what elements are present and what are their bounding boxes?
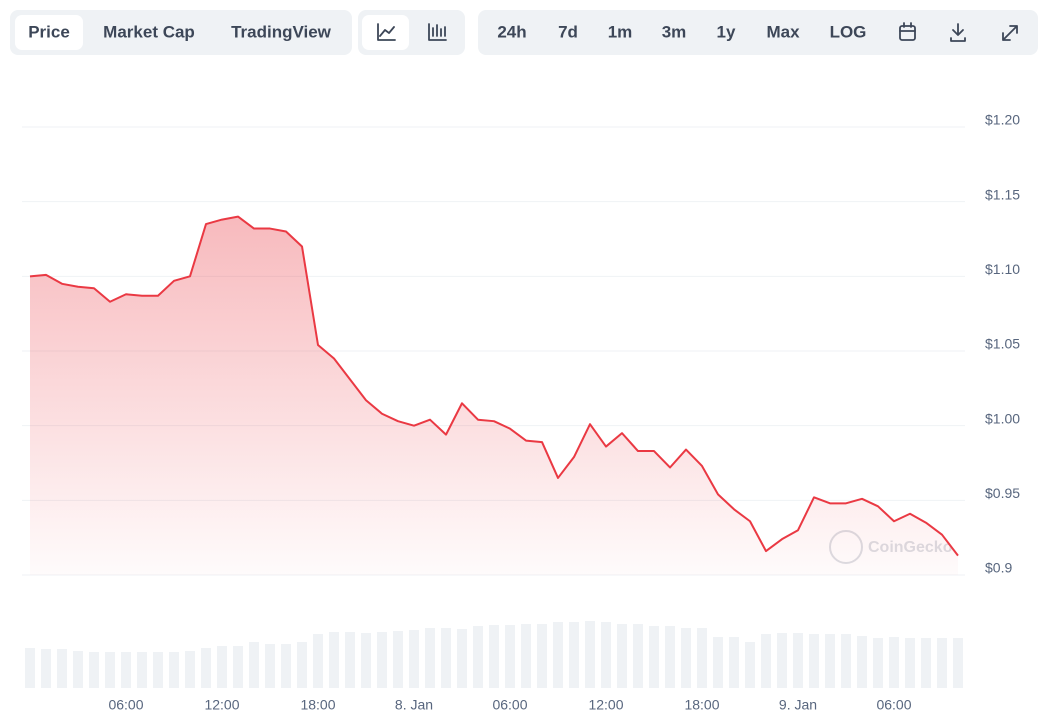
range-group bbox=[478, 10, 1038, 55]
volume-bar bbox=[953, 638, 963, 688]
volume-bar bbox=[921, 638, 931, 688]
candle-chart-icon[interactable] bbox=[428, 23, 447, 41]
volume-bar bbox=[473, 626, 483, 688]
volume-bar bbox=[281, 644, 291, 688]
volume-bar bbox=[441, 628, 451, 688]
y-tick-label: $1.20 bbox=[985, 112, 1020, 128]
price-line bbox=[29, 215, 959, 557]
volume-bar bbox=[313, 634, 323, 688]
active-tab bbox=[15, 15, 83, 50]
download-icon[interactable] bbox=[950, 23, 966, 42]
volume-bar bbox=[777, 633, 787, 688]
active-chart-type bbox=[362, 15, 409, 50]
volume-bar bbox=[361, 633, 371, 688]
volume-bar bbox=[553, 622, 563, 688]
y-tick-label: $1.15 bbox=[985, 186, 1020, 202]
line-chart-icon[interactable] bbox=[377, 23, 396, 41]
volume-bar bbox=[489, 625, 499, 688]
volume-bar bbox=[217, 646, 227, 688]
volume-bar bbox=[633, 624, 643, 688]
volume-bar bbox=[713, 637, 723, 688]
x-tick-label: 18:00 bbox=[684, 697, 719, 713]
y-tick-label: $1.10 bbox=[985, 261, 1020, 277]
tab[interactable]: TradingView bbox=[231, 22, 332, 41]
price-area bbox=[30, 216, 958, 575]
x-tick-label: 06:00 bbox=[492, 697, 527, 713]
volume-bar bbox=[329, 632, 339, 688]
volume-bar bbox=[73, 651, 83, 688]
volume-bar bbox=[681, 628, 691, 688]
range-button[interactable]: Max bbox=[766, 22, 800, 41]
volume-bar bbox=[57, 649, 67, 688]
volume-bar bbox=[233, 646, 243, 688]
x-tick-label: 12:00 bbox=[588, 697, 623, 713]
volume-bar bbox=[665, 626, 675, 688]
volume-bar bbox=[585, 621, 595, 688]
volume-bar bbox=[137, 652, 147, 688]
y-tick-label: $0.9 bbox=[985, 560, 1012, 576]
volume-bar bbox=[761, 634, 771, 688]
volume-bar bbox=[393, 631, 403, 688]
volume-bar bbox=[185, 651, 195, 688]
range-button[interactable]: 24h bbox=[497, 22, 526, 41]
volume-bar bbox=[793, 633, 803, 688]
volume-bar bbox=[617, 624, 627, 688]
range-button[interactable]: 1y bbox=[717, 22, 736, 41]
volume-bar bbox=[841, 634, 851, 688]
tab[interactable]: Price bbox=[28, 22, 70, 41]
volume-bar bbox=[745, 642, 755, 688]
volume-bar bbox=[905, 638, 915, 688]
volume-bar bbox=[201, 648, 211, 688]
volume-bar bbox=[249, 642, 259, 688]
volume-bar bbox=[297, 642, 307, 688]
volume-bar bbox=[601, 622, 611, 688]
y-tick-label: $1.05 bbox=[985, 336, 1020, 352]
volume-bar bbox=[105, 652, 115, 688]
volume-bar bbox=[505, 625, 515, 688]
y-tick-label: $0.95 bbox=[985, 485, 1020, 501]
x-tick-label: 06:00 bbox=[876, 697, 911, 713]
x-tick-label: 06:00 bbox=[108, 697, 143, 713]
volume-bar bbox=[809, 634, 819, 688]
volume-bar bbox=[873, 638, 883, 688]
x-tick-label: 9. Jan bbox=[779, 697, 817, 713]
volume-bar bbox=[937, 638, 947, 688]
tab[interactable]: Market Cap bbox=[103, 22, 195, 41]
volume-bar bbox=[457, 629, 467, 688]
volume-bar bbox=[521, 624, 531, 688]
tab-group bbox=[10, 10, 352, 55]
volume-bar bbox=[729, 637, 739, 688]
volume-bar bbox=[25, 648, 35, 688]
x-tick-label: 12:00 bbox=[204, 697, 239, 713]
volume-bar bbox=[377, 632, 387, 688]
volume-bar bbox=[889, 637, 899, 688]
volume-bar bbox=[825, 634, 835, 688]
volume-bar bbox=[265, 644, 275, 688]
volume-bar bbox=[857, 636, 867, 688]
volume-bar bbox=[41, 649, 51, 688]
y-tick-label: $1.00 bbox=[985, 410, 1020, 426]
volume-bar bbox=[169, 652, 179, 688]
volume-bar bbox=[345, 632, 355, 688]
calendar-icon[interactable] bbox=[899, 22, 916, 41]
volume-bar bbox=[537, 624, 547, 688]
x-tick-label: 18:00 bbox=[300, 697, 335, 713]
range-button[interactable]: 3m bbox=[662, 22, 687, 41]
range-button[interactable]: 7d bbox=[558, 22, 578, 41]
volume-bar bbox=[121, 652, 131, 688]
volume-bar bbox=[409, 630, 419, 688]
volume-bar bbox=[89, 652, 99, 688]
x-tick-label: 8. Jan bbox=[395, 697, 433, 713]
expand-icon[interactable] bbox=[1002, 25, 1018, 41]
range-button[interactable]: LOG bbox=[830, 22, 867, 41]
volume-bar bbox=[153, 652, 163, 688]
volume-bar bbox=[425, 628, 435, 688]
range-button[interactable]: 1m bbox=[608, 22, 633, 41]
volume-bar bbox=[697, 628, 707, 688]
volume-bar bbox=[569, 622, 579, 688]
volume-bar bbox=[649, 626, 659, 688]
